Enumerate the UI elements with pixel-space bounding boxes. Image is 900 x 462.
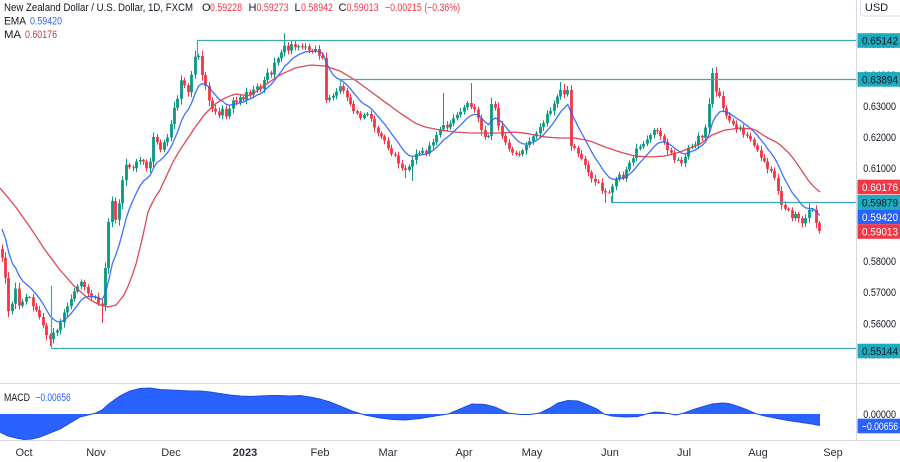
svg-text:0.58000: 0.58000 [863,256,896,268]
svg-text:L: L [295,2,301,14]
svg-text:USD: USD [865,2,888,14]
svg-text:C: C [339,2,347,14]
svg-text:−0.00656: −0.00656 [862,421,898,433]
svg-text:Apr: Apr [455,447,472,459]
svg-text:0.63000: 0.63000 [863,101,896,113]
svg-text:MA: MA [4,29,22,41]
svg-text:0.55144: 0.55144 [862,346,898,358]
svg-text:0.65142: 0.65142 [862,36,898,48]
svg-text:0.58942: 0.58942 [301,2,333,14]
svg-text:0.61000: 0.61000 [863,163,896,175]
svg-text:2023: 2023 [233,447,257,459]
svg-text:0.59013: 0.59013 [347,2,379,14]
svg-text:0.62000: 0.62000 [863,132,896,144]
svg-text:Sep: Sep [823,447,843,459]
svg-text:Oct: Oct [15,447,32,459]
svg-text:O: O [202,2,211,14]
svg-text:Dec: Dec [161,447,181,459]
svg-text:0.56000: 0.56000 [863,318,896,330]
svg-text:Nov: Nov [86,447,106,459]
svg-text:0.60176: 0.60176 [862,182,898,194]
svg-text:MACD: MACD [4,392,30,404]
svg-text:0.59420: 0.59420 [30,15,62,27]
svg-text:Aug: Aug [748,447,768,459]
svg-text:0.57000: 0.57000 [863,287,896,299]
svg-text:−0.00215 (−0.36%): −0.00215 (−0.36%) [385,2,460,14]
svg-text:0.59420: 0.59420 [862,212,898,224]
svg-text:Jul: Jul [677,447,691,459]
svg-text:0.59013: 0.59013 [862,227,898,239]
svg-text:May: May [522,447,543,459]
svg-text:0.63894: 0.63894 [862,75,898,87]
svg-text:0.59879: 0.59879 [862,197,898,209]
svg-text:0.60176: 0.60176 [25,29,57,41]
svg-text:Mar: Mar [379,447,398,459]
svg-text:−0.00656: −0.00656 [36,392,71,404]
svg-text:New Zealand Dollar / U.S. Doll: New Zealand Dollar / U.S. Dollar, 1D, FX… [4,2,193,14]
svg-text:H: H [249,2,257,14]
svg-text:0.59273: 0.59273 [257,2,289,14]
svg-text:EMA: EMA [4,15,27,27]
svg-text:0.00000: 0.00000 [863,409,896,421]
svg-text:Jun: Jun [601,447,619,459]
svg-text:Feb: Feb [311,447,330,459]
svg-text:0.59228: 0.59228 [210,2,242,14]
